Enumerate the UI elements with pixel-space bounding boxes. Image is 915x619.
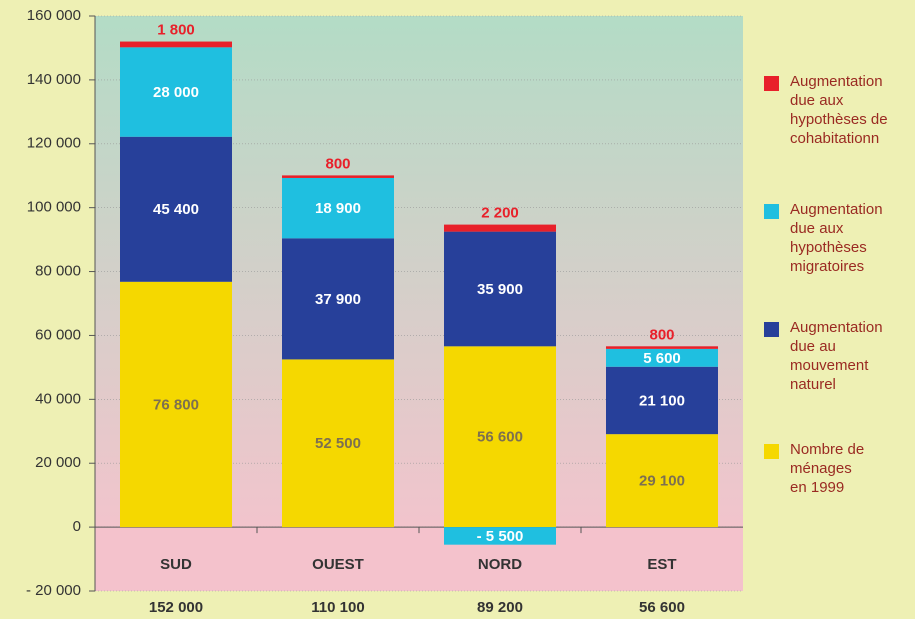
legend-swatch bbox=[764, 444, 779, 459]
bar-segment bbox=[282, 238, 394, 360]
legend-label: Augmentation due aux hypothèses migratoi… bbox=[790, 201, 883, 275]
y-tick-label: 60 000 bbox=[35, 326, 81, 343]
y-tick-label: - 20 000 bbox=[26, 582, 81, 599]
value-label: 2 200 bbox=[481, 205, 519, 222]
total-label: 152 000 bbox=[149, 599, 203, 616]
value-label: 52 500 bbox=[315, 435, 361, 452]
category-label: NORD bbox=[478, 556, 522, 573]
bar-segment bbox=[120, 136, 232, 282]
bar-segment bbox=[606, 346, 718, 349]
value-label: 37 900 bbox=[315, 291, 361, 308]
bar-segment bbox=[120, 47, 232, 137]
value-label: 35 900 bbox=[477, 281, 523, 298]
bar-segment bbox=[120, 281, 232, 528]
value-label: 45 400 bbox=[153, 201, 199, 218]
legend-swatch bbox=[764, 322, 779, 337]
category-label: OUEST bbox=[312, 556, 364, 573]
y-tick-label: 140 000 bbox=[27, 71, 81, 88]
value-label: 1 800 bbox=[157, 22, 195, 39]
y-tick-label: 40 000 bbox=[35, 390, 81, 407]
y-tick-label: 80 000 bbox=[35, 263, 81, 280]
value-label: 5 600 bbox=[643, 350, 681, 367]
total-label: 110 100 bbox=[311, 599, 364, 616]
bar-segment bbox=[606, 366, 718, 435]
y-tick-label: 120 000 bbox=[27, 135, 81, 152]
value-label: 18 900 bbox=[315, 200, 361, 217]
bar-segment bbox=[606, 348, 718, 367]
y-tick-label: 100 000 bbox=[27, 199, 81, 216]
bar-segment bbox=[282, 359, 394, 528]
legend-label: Augmentation due au mouvement naturel bbox=[790, 319, 883, 393]
legend-label: Augmentation due aux hypothèses de cohab… bbox=[790, 73, 888, 147]
category-label: EST bbox=[647, 556, 676, 573]
value-label: 76 800 bbox=[153, 396, 199, 413]
bar-segment bbox=[444, 231, 556, 347]
value-label: 800 bbox=[649, 326, 674, 343]
y-tick-label: 20 000 bbox=[35, 454, 81, 471]
value-label: 29 100 bbox=[639, 473, 685, 490]
category-label: SUD bbox=[160, 556, 192, 573]
value-label: - 5 500 bbox=[477, 528, 524, 545]
legend-label: Nombre de ménages en 1999 bbox=[790, 441, 865, 496]
value-label: 21 100 bbox=[639, 392, 685, 409]
bar-segment bbox=[444, 527, 556, 545]
plot-area-negative bbox=[95, 527, 743, 591]
total-label: 89 200 bbox=[477, 599, 523, 616]
value-label: 56 600 bbox=[477, 429, 523, 446]
bar-segment bbox=[444, 346, 556, 528]
legend-swatch bbox=[764, 204, 779, 219]
bar-segment bbox=[282, 175, 394, 178]
total-label: 56 600 bbox=[639, 599, 685, 616]
legend-swatch bbox=[764, 76, 779, 91]
y-tick-label: 0 bbox=[73, 518, 81, 535]
bar-segment bbox=[606, 434, 718, 528]
bar-segment bbox=[282, 177, 394, 239]
bar-segment bbox=[444, 224, 556, 232]
value-label: 800 bbox=[325, 155, 350, 172]
y-tick-label: 160 000 bbox=[27, 7, 81, 24]
bar-segment bbox=[120, 41, 232, 48]
value-label: 28 000 bbox=[153, 84, 199, 101]
